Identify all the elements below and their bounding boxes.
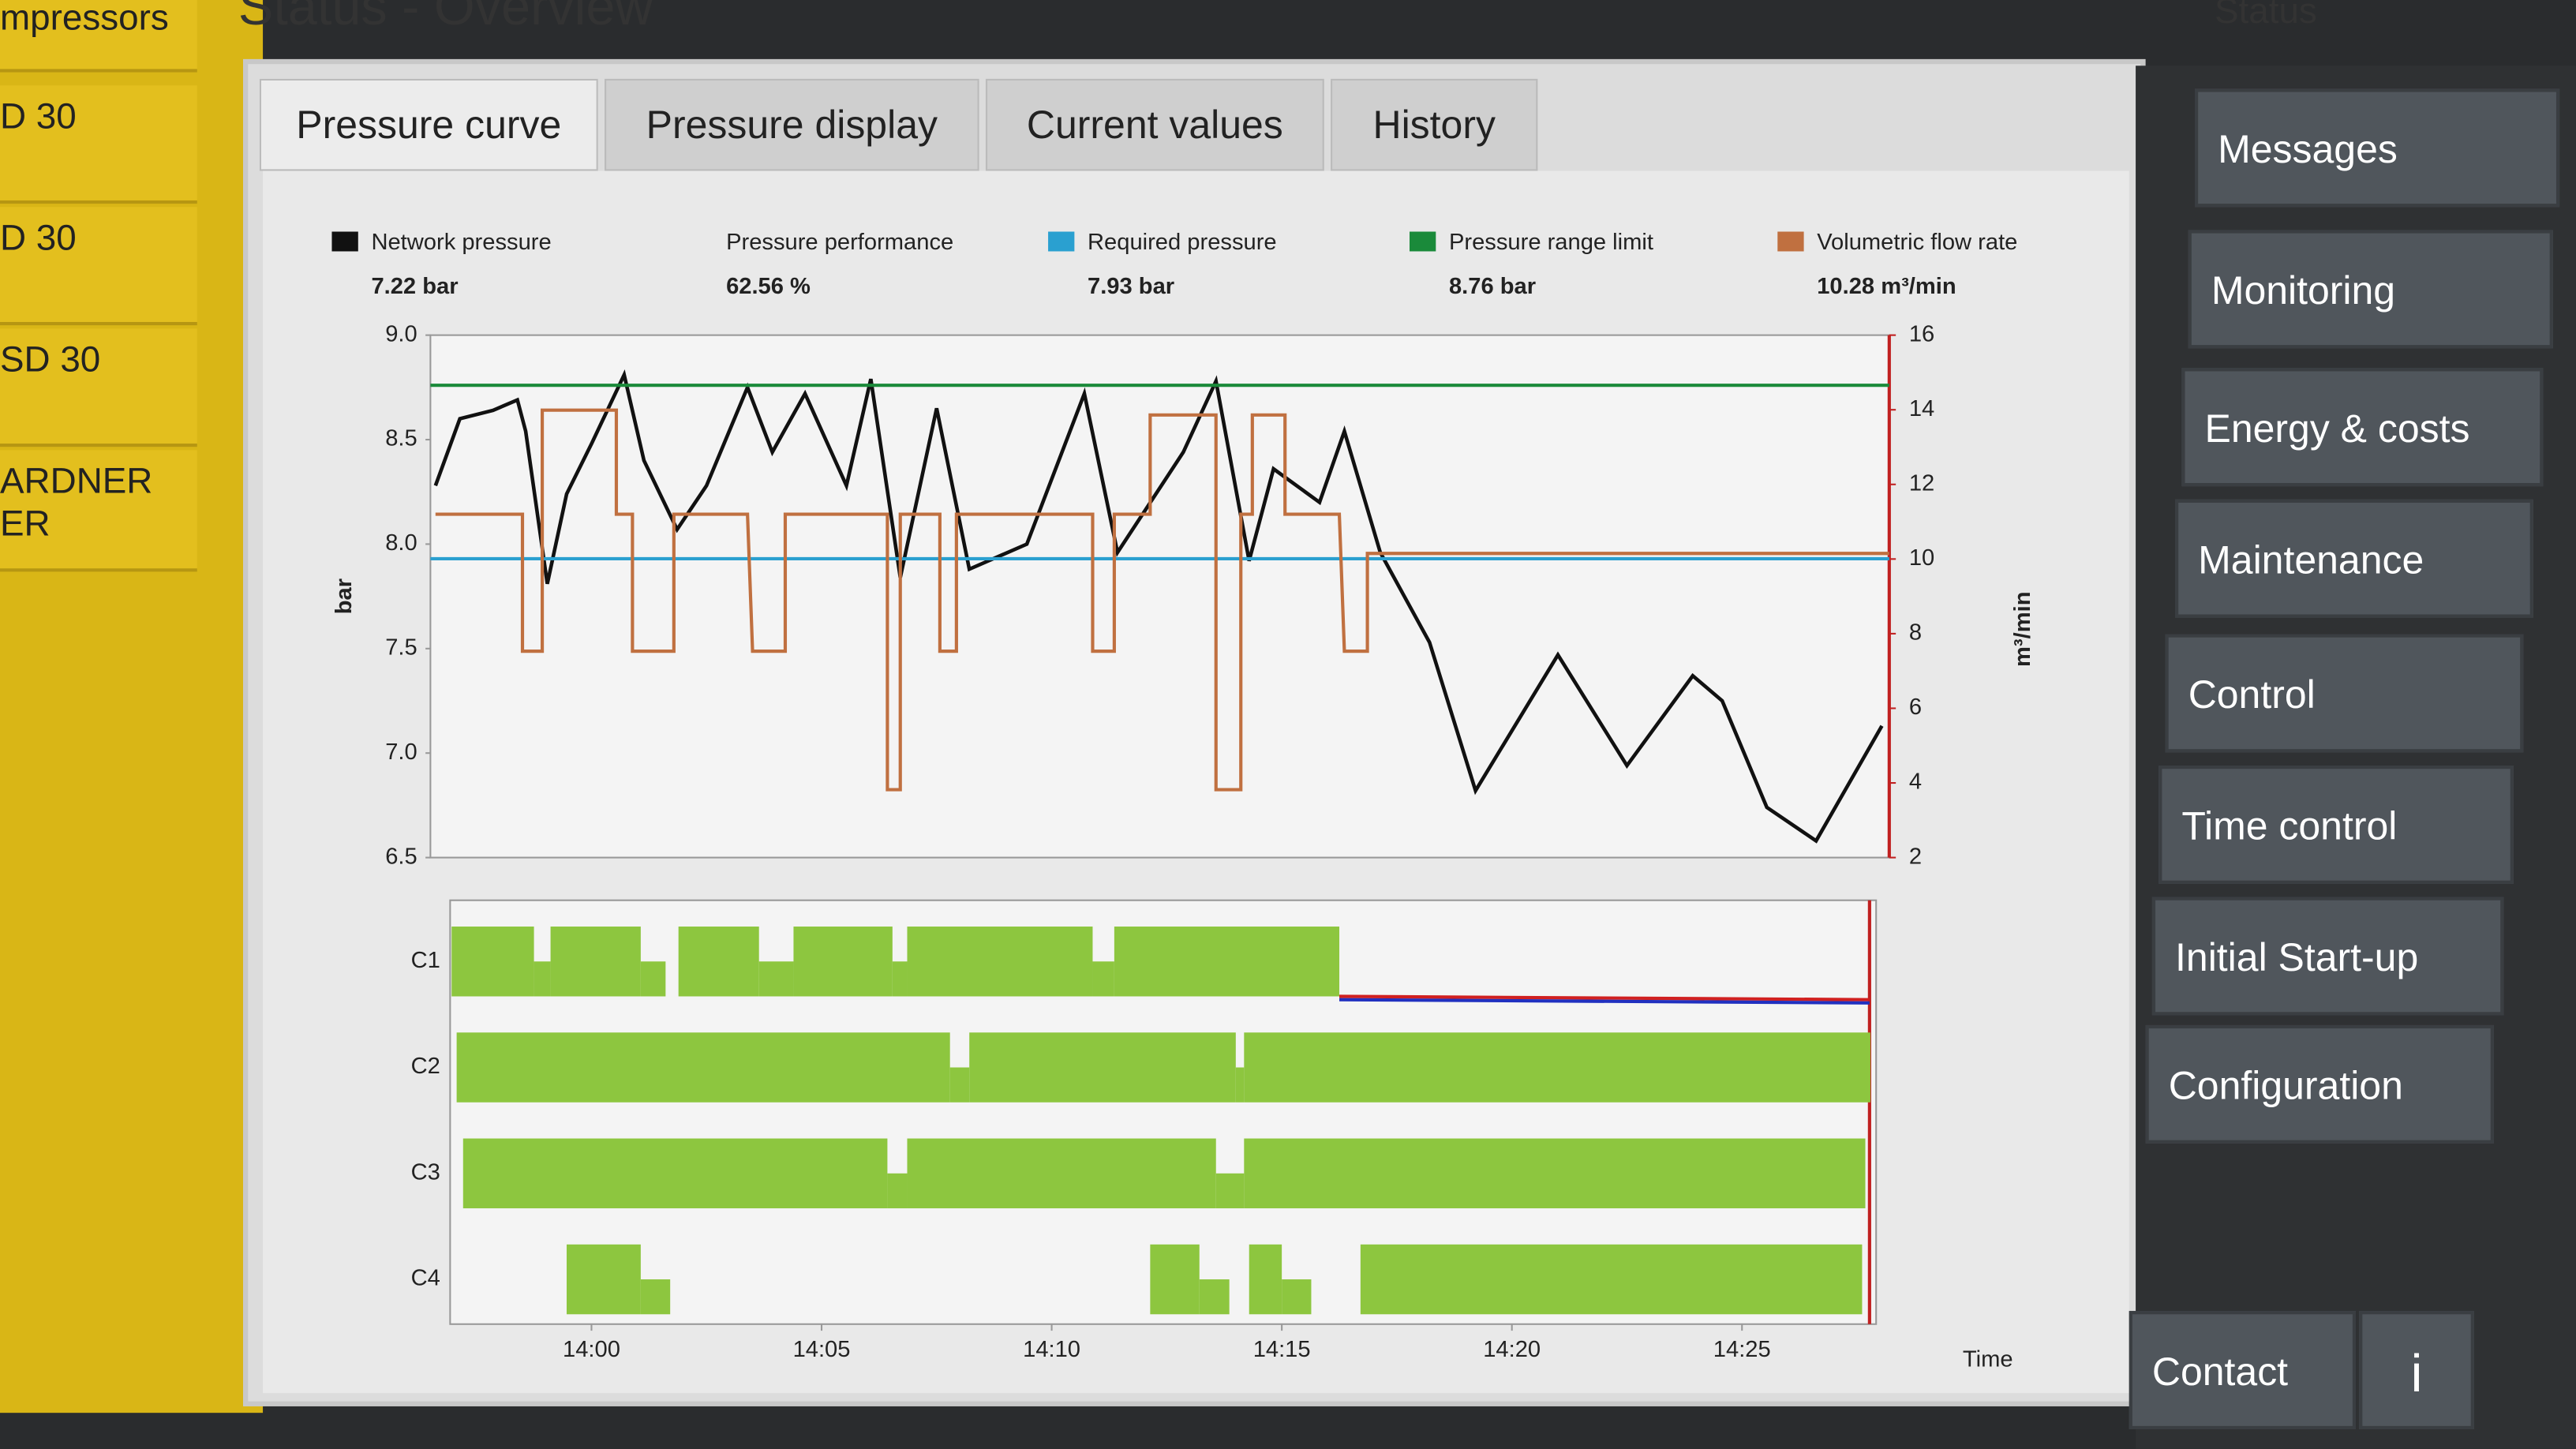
lane-segment bbox=[907, 927, 1093, 997]
lane-segment bbox=[1150, 1244, 1200, 1315]
lane-segment bbox=[1235, 1067, 1245, 1103]
legend-swatch bbox=[1410, 231, 1436, 252]
tab[interactable]: Current values bbox=[985, 78, 1324, 171]
nav-button[interactable]: Configuration bbox=[2145, 1024, 2494, 1144]
y2-axis-label: m³/min bbox=[2010, 592, 2035, 667]
y2-tick-label: 4 bbox=[1909, 769, 1922, 795]
legend-readout: 62.56 % bbox=[726, 274, 811, 299]
lane-label: C4 bbox=[411, 1266, 440, 1291]
series-line bbox=[433, 369, 1884, 844]
off-indicator bbox=[1339, 998, 1870, 1005]
sidebar-item[interactable]: D 30 bbox=[0, 207, 197, 326]
y-tick-label: 9.0 bbox=[385, 321, 417, 346]
lane-segment bbox=[1282, 1279, 1312, 1315]
y2-tick-label: 10 bbox=[1909, 545, 1934, 571]
y-tick-label: 7.0 bbox=[385, 739, 417, 765]
lane-segment bbox=[1092, 961, 1114, 997]
info-button[interactable]: i bbox=[2359, 1311, 2474, 1429]
nav-button[interactable]: Energy & costs bbox=[2181, 368, 2544, 487]
lane-segment bbox=[1199, 1279, 1230, 1315]
sidebar-item[interactable]: ARDNER ER bbox=[0, 450, 197, 572]
lane-segment bbox=[1249, 1244, 1282, 1315]
lane-segment bbox=[550, 927, 641, 997]
lane-segment bbox=[887, 1173, 908, 1209]
lane-label: C1 bbox=[411, 948, 440, 973]
lane-segment bbox=[534, 961, 551, 997]
tab[interactable]: History bbox=[1331, 78, 1538, 171]
lane-segment bbox=[451, 927, 534, 997]
legend-swatch bbox=[1048, 231, 1075, 252]
lane-segment bbox=[456, 1032, 950, 1103]
legend-readout: 10.28 m³/min bbox=[1817, 274, 1956, 299]
x-tick-label: 14:15 bbox=[1253, 1337, 1311, 1362]
lane-segment bbox=[892, 961, 908, 997]
nav-button[interactable]: Control bbox=[2165, 634, 2524, 753]
sidebar-item[interactable]: D 30 bbox=[0, 85, 197, 204]
legend-swatch bbox=[1777, 231, 1804, 252]
lane-segment bbox=[793, 927, 893, 997]
y2-tick-label: 2 bbox=[1909, 844, 1922, 869]
lane-segment bbox=[969, 1032, 1236, 1103]
nav-button[interactable]: Messages bbox=[2195, 88, 2560, 208]
off-indicator bbox=[1339, 994, 1870, 1002]
x-tick-label: 14:00 bbox=[563, 1337, 620, 1362]
y2-tick-label: 6 bbox=[1909, 695, 1922, 720]
lane-label: C2 bbox=[411, 1054, 440, 1079]
y2-tick-label: 12 bbox=[1909, 470, 1934, 496]
lane-segment bbox=[640, 961, 666, 997]
y-tick-label: 8.5 bbox=[385, 426, 417, 451]
nav-button[interactable]: Initial Start-up bbox=[2151, 897, 2504, 1016]
legend-label: Network pressure bbox=[371, 230, 551, 255]
sidebar: mpressors D 30 D 30 SD 30 ARDNER ER bbox=[0, 0, 264, 1413]
legend-label: Volumetric flow rate bbox=[1817, 230, 2017, 255]
nav-title: Status bbox=[2214, 0, 2317, 32]
legend-swatch bbox=[331, 231, 358, 252]
y-axis-label: bar bbox=[331, 578, 357, 614]
legend-readout: 8.76 bar bbox=[1449, 274, 1536, 299]
legend-readout: 7.93 bar bbox=[1088, 274, 1174, 299]
legend-label: Required pressure bbox=[1088, 230, 1277, 255]
x-tick-label: 14:20 bbox=[1483, 1337, 1541, 1362]
lane-segment bbox=[949, 1067, 970, 1103]
legend-label: Pressure performance bbox=[726, 230, 953, 255]
nav-button[interactable]: Maintenance bbox=[2175, 499, 2533, 618]
contact-button[interactable]: Contact bbox=[2129, 1311, 2357, 1429]
lane-segment bbox=[462, 1138, 888, 1209]
y-tick-label: 8.0 bbox=[385, 530, 417, 556]
lane-segment bbox=[1215, 1173, 1245, 1209]
lane-segment bbox=[1244, 1138, 1866, 1209]
sidebar-item[interactable]: mpressors bbox=[0, 0, 197, 73]
x-tick-label: 14:05 bbox=[793, 1337, 851, 1362]
lane-segment bbox=[566, 1244, 641, 1315]
nav-button[interactable]: Time control bbox=[2159, 766, 2514, 884]
lane-segment bbox=[678, 927, 759, 997]
y-tick-label: 7.5 bbox=[385, 635, 417, 661]
series-line bbox=[435, 408, 1889, 792]
lane-segment bbox=[758, 961, 794, 997]
lane-segment bbox=[907, 1138, 1216, 1209]
y2-tick-label: 14 bbox=[1909, 396, 1934, 421]
legend-label: Pressure range limit bbox=[1449, 230, 1653, 255]
lane-label: C3 bbox=[411, 1159, 440, 1185]
x-tick-label: 14:25 bbox=[1713, 1337, 1771, 1362]
y-tick-label: 6.5 bbox=[385, 844, 417, 869]
lane-segment bbox=[1244, 1032, 1870, 1103]
x-tick-label: 14:10 bbox=[1023, 1337, 1080, 1362]
y2-tick-label: 16 bbox=[1909, 321, 1934, 346]
sidebar-item[interactable]: SD 30 bbox=[0, 328, 197, 447]
x-axis-label: Time bbox=[1963, 1346, 2013, 1372]
legend-readout: 7.22 bar bbox=[371, 274, 458, 299]
page-title: Status - Overview bbox=[238, 0, 653, 36]
lane-segment bbox=[1360, 1244, 1863, 1315]
nav-button[interactable]: Monitoring bbox=[2188, 230, 2553, 349]
tab[interactable]: Pressure curve bbox=[259, 78, 598, 171]
lane-segment bbox=[1114, 927, 1340, 997]
lane-segment bbox=[640, 1279, 671, 1315]
tab[interactable]: Pressure display bbox=[605, 78, 979, 171]
y2-tick-label: 8 bbox=[1909, 620, 1922, 646]
